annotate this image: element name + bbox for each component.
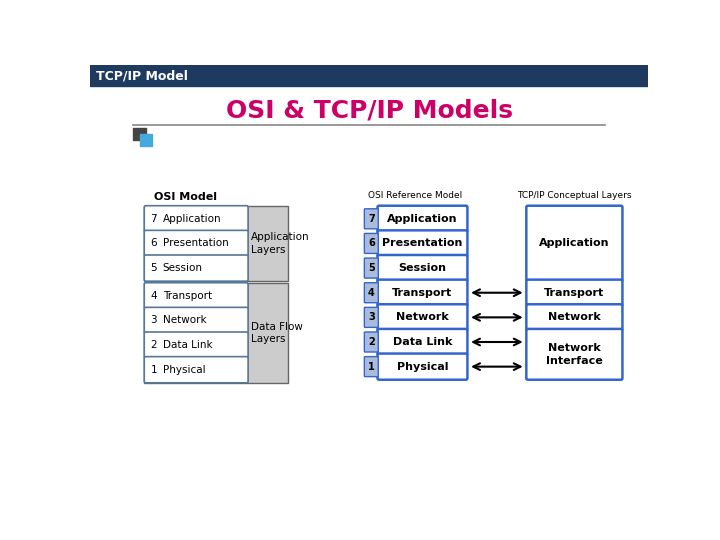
Text: OSI & TCP/IP Models: OSI & TCP/IP Models — [225, 99, 513, 123]
FancyBboxPatch shape — [377, 354, 467, 380]
Text: Presentation: Presentation — [382, 239, 463, 248]
Text: Session: Session — [398, 263, 446, 273]
Text: 7: 7 — [150, 214, 157, 224]
Bar — [144, 206, 287, 281]
Text: 1: 1 — [368, 362, 374, 372]
FancyBboxPatch shape — [526, 280, 622, 306]
Text: 5: 5 — [150, 263, 157, 273]
Text: 6: 6 — [150, 239, 157, 248]
FancyBboxPatch shape — [377, 206, 467, 232]
Text: TCP/IP Conceptual Layers: TCP/IP Conceptual Layers — [517, 191, 631, 200]
FancyBboxPatch shape — [377, 304, 467, 330]
Text: 4: 4 — [150, 291, 157, 301]
FancyBboxPatch shape — [377, 329, 467, 355]
FancyBboxPatch shape — [364, 258, 378, 278]
Text: Application: Application — [387, 214, 458, 224]
FancyBboxPatch shape — [144, 255, 248, 281]
Text: 6: 6 — [368, 239, 374, 248]
Bar — [133, 128, 145, 140]
Text: 2: 2 — [150, 340, 157, 350]
Text: Physical: Physical — [163, 364, 205, 375]
Text: Data Link: Data Link — [393, 337, 452, 347]
FancyBboxPatch shape — [377, 231, 467, 256]
Text: Application
Layers: Application Layers — [251, 232, 310, 255]
FancyBboxPatch shape — [526, 304, 622, 330]
Bar — [90, 65, 648, 86]
FancyBboxPatch shape — [144, 283, 248, 309]
FancyBboxPatch shape — [377, 280, 467, 306]
Text: Network: Network — [548, 312, 600, 322]
FancyBboxPatch shape — [144, 307, 248, 334]
Text: Data Link: Data Link — [163, 340, 212, 350]
FancyBboxPatch shape — [144, 356, 248, 383]
Text: 7: 7 — [368, 214, 374, 224]
Text: 1: 1 — [150, 364, 157, 375]
Text: TCP/IP Model: TCP/IP Model — [96, 69, 188, 82]
Text: Presentation: Presentation — [163, 239, 229, 248]
Text: 3: 3 — [368, 312, 374, 322]
Text: Transport: Transport — [163, 291, 212, 301]
Text: OSI Model: OSI Model — [153, 192, 217, 202]
FancyBboxPatch shape — [364, 307, 378, 327]
FancyBboxPatch shape — [364, 332, 378, 352]
Text: Application: Application — [163, 214, 222, 224]
Text: 5: 5 — [368, 263, 374, 273]
Text: Physical: Physical — [397, 362, 449, 372]
FancyBboxPatch shape — [526, 206, 622, 281]
FancyBboxPatch shape — [144, 206, 248, 232]
Text: 2: 2 — [368, 337, 374, 347]
Text: OSI Reference Model: OSI Reference Model — [369, 191, 463, 200]
FancyBboxPatch shape — [526, 329, 622, 380]
Text: Session: Session — [163, 263, 203, 273]
Text: Transport: Transport — [544, 288, 605, 298]
Bar — [144, 283, 287, 383]
Text: Network
Interface: Network Interface — [546, 343, 603, 366]
Text: Transport: Transport — [392, 288, 453, 298]
FancyBboxPatch shape — [144, 332, 248, 358]
FancyBboxPatch shape — [364, 283, 378, 303]
Text: Network: Network — [163, 315, 207, 326]
FancyBboxPatch shape — [364, 233, 378, 253]
Text: Application: Application — [539, 239, 610, 248]
Text: Network: Network — [396, 312, 449, 322]
Text: 4: 4 — [368, 288, 374, 298]
FancyBboxPatch shape — [144, 231, 248, 256]
Text: 3: 3 — [150, 315, 157, 326]
FancyBboxPatch shape — [364, 356, 378, 377]
Text: Data Flow
Layers: Data Flow Layers — [251, 321, 303, 344]
Bar — [140, 134, 152, 146]
FancyBboxPatch shape — [377, 255, 467, 281]
FancyBboxPatch shape — [364, 209, 378, 229]
